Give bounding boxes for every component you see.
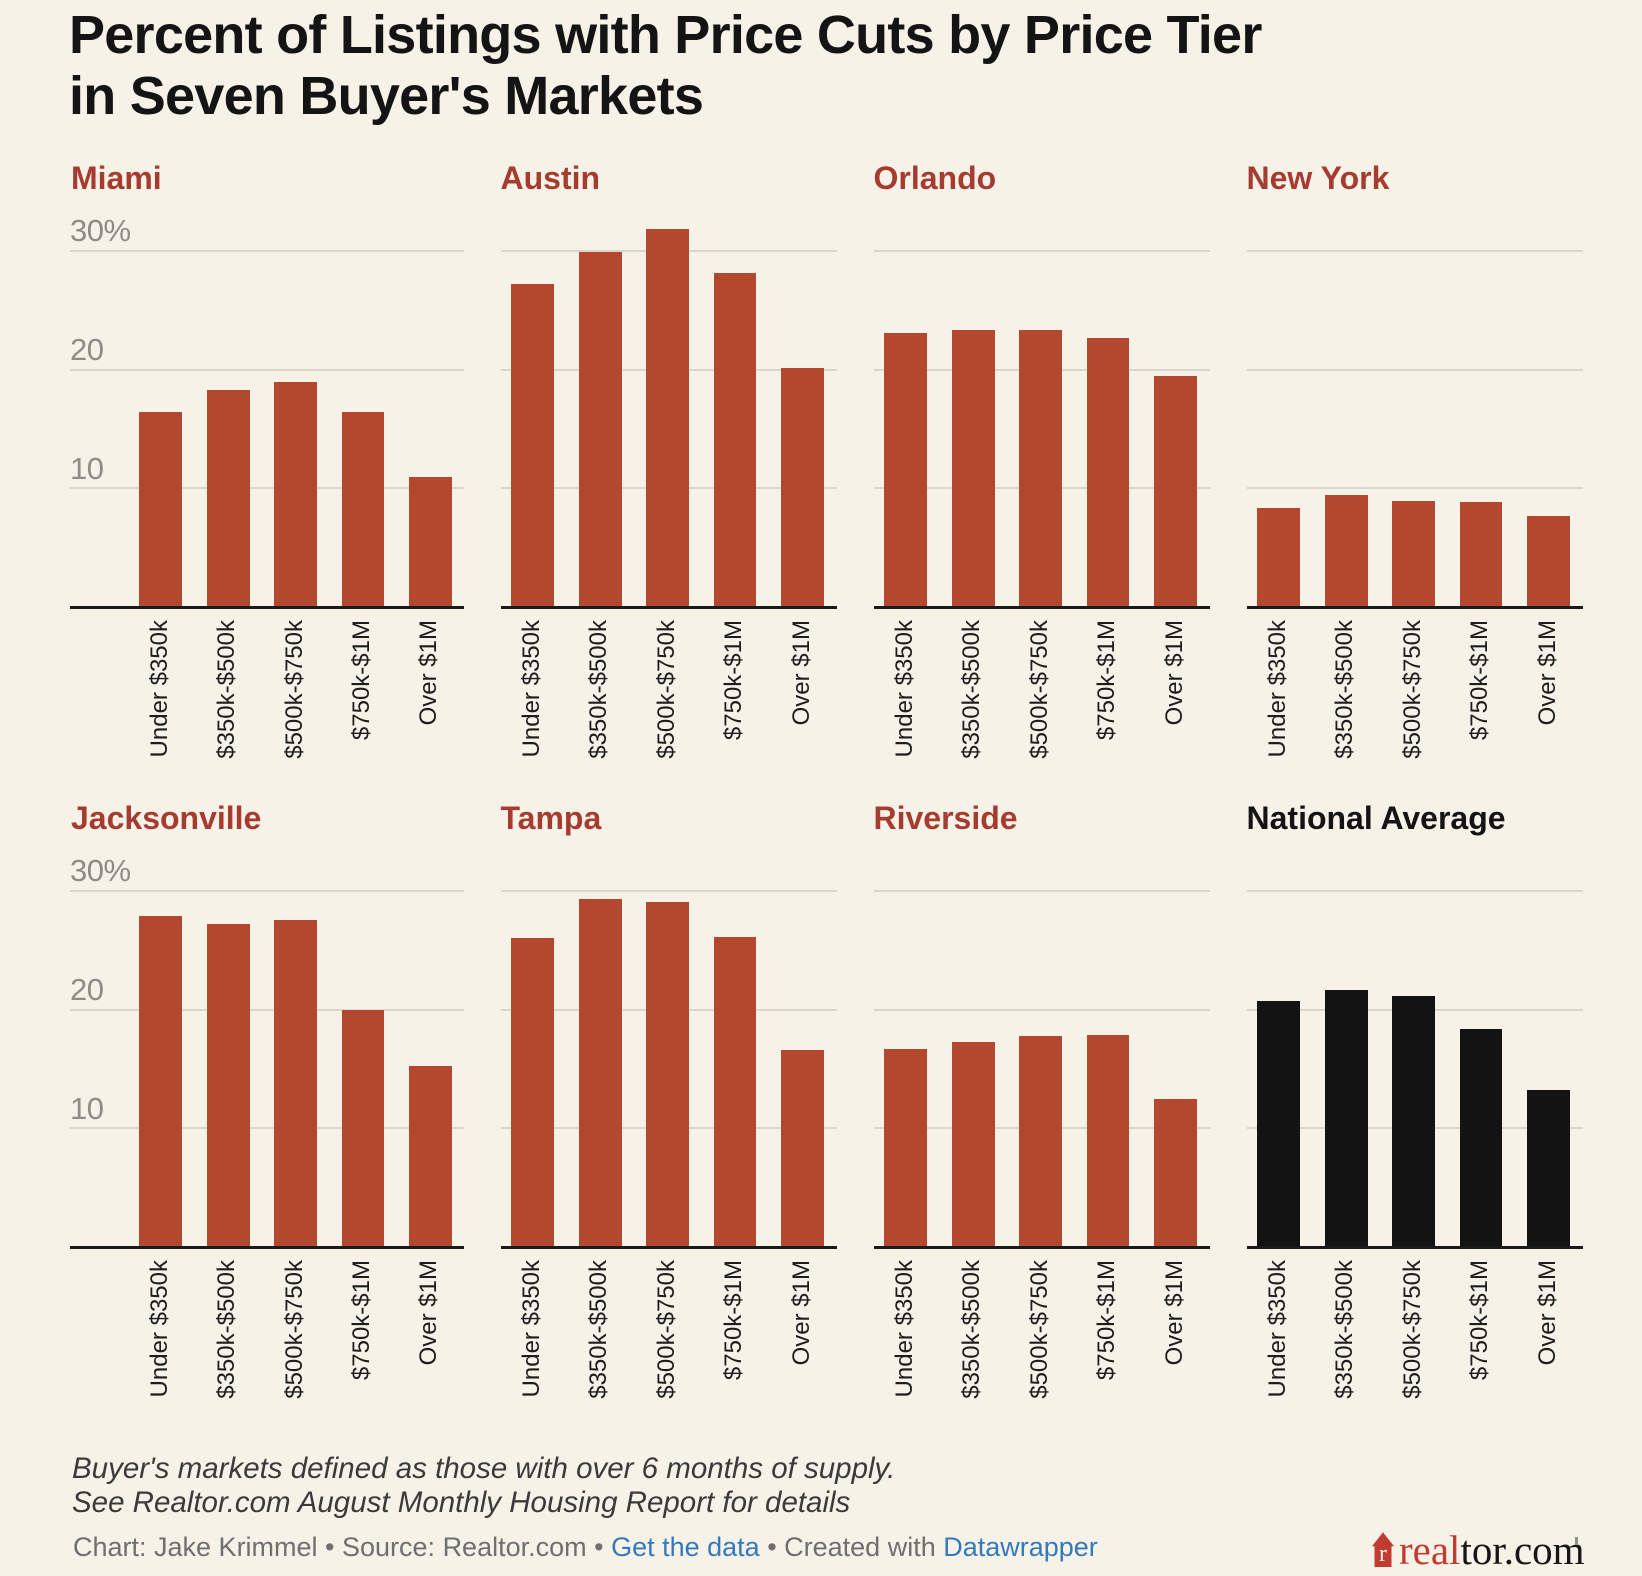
svg-text:r: r — [1379, 1541, 1387, 1567]
